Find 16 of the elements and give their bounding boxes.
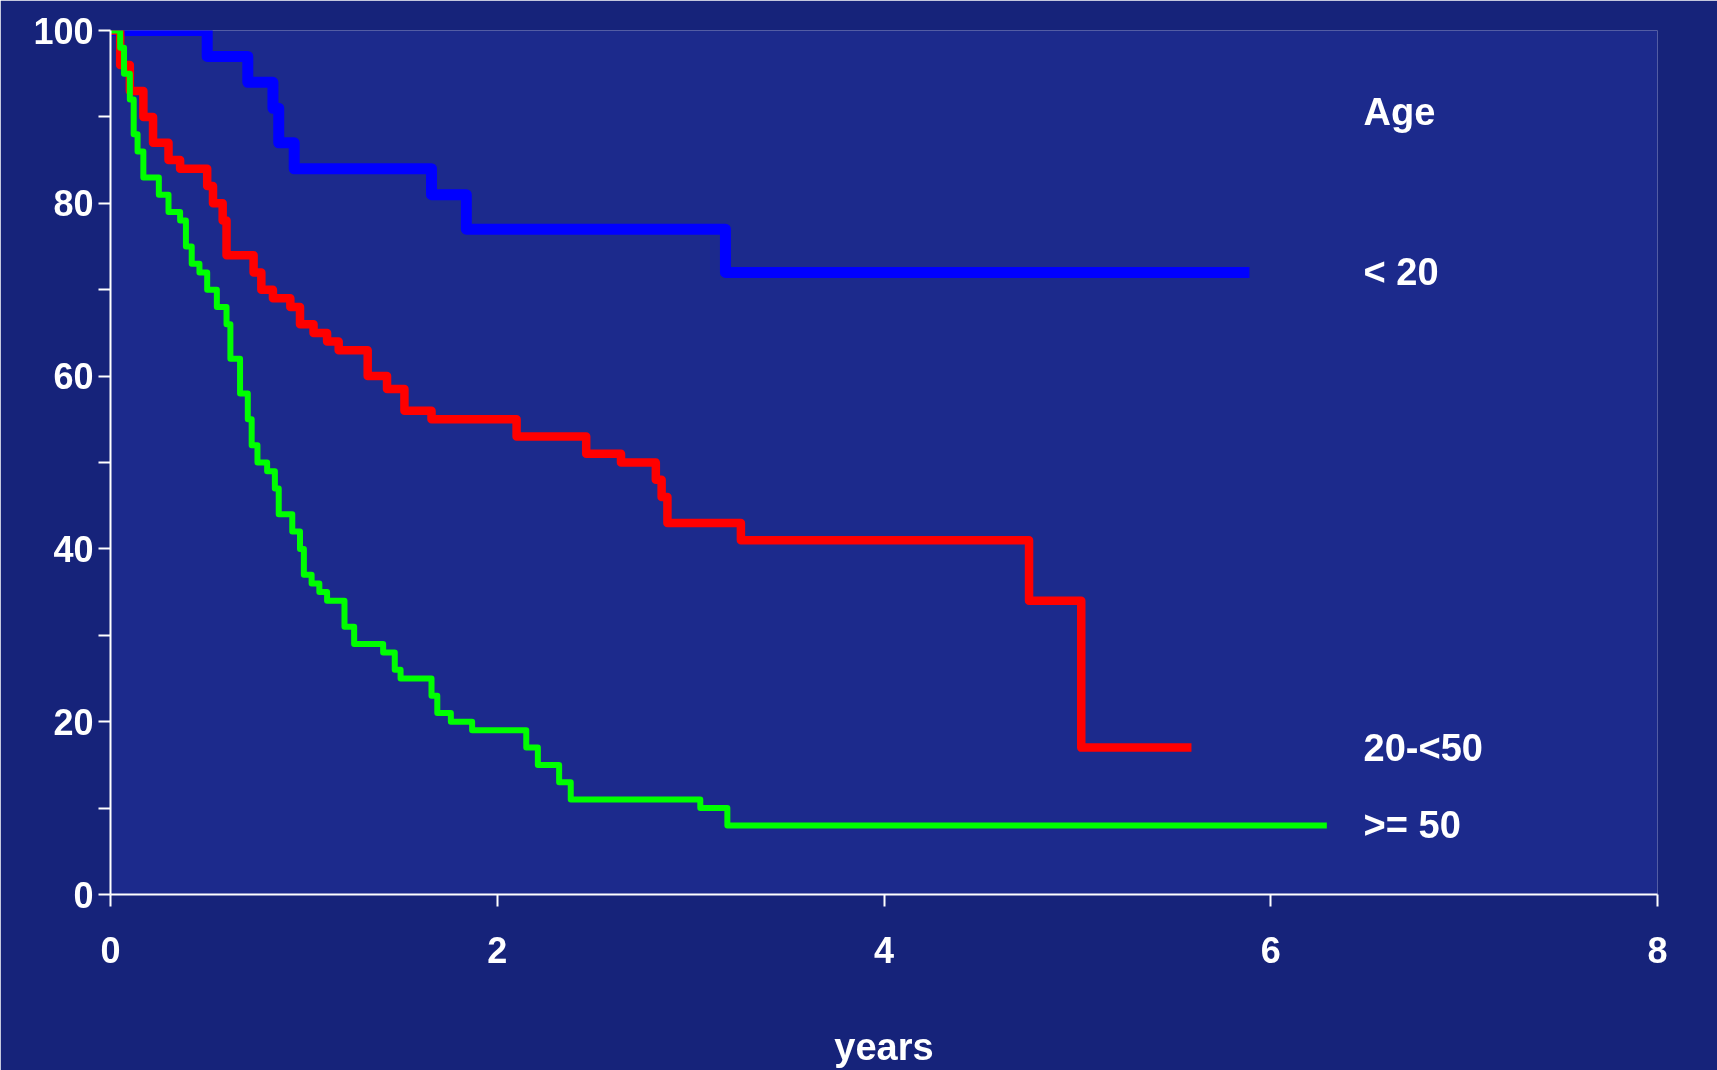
- x-tick-label: 4: [873, 929, 895, 971]
- y-tick-label: 60: [53, 356, 94, 398]
- x-tick-label: 8: [1647, 929, 1668, 971]
- y-tick-label: 0: [73, 874, 94, 916]
- y-tick-label: 40: [53, 528, 94, 570]
- x-tick-label: 6: [1260, 929, 1281, 971]
- series-label: >= 50: [1363, 804, 1461, 847]
- y-tick-label: 80: [53, 183, 94, 225]
- x-tick-label: 0: [100, 929, 121, 971]
- x-axis-title: years: [834, 1025, 934, 1068]
- text: 20-<50: [1363, 726, 1483, 769]
- x-tick-label: 2: [487, 929, 508, 971]
- y-tick-label: 100: [33, 10, 94, 52]
- legend-title: Age: [1363, 91, 1436, 134]
- text: < 20: [1363, 251, 1439, 294]
- y-tick-label: 20: [53, 701, 94, 743]
